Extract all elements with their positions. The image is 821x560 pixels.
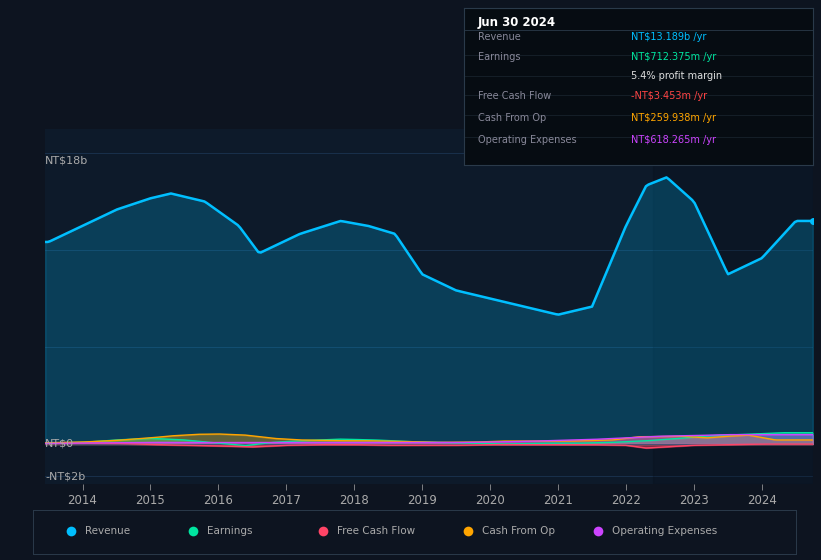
Bar — [654, 129, 813, 484]
Text: NT$259.938m /yr: NT$259.938m /yr — [631, 113, 717, 123]
Text: Free Cash Flow: Free Cash Flow — [478, 91, 551, 101]
Text: NT$18b: NT$18b — [45, 156, 89, 166]
Text: Jun 30 2024: Jun 30 2024 — [478, 16, 556, 29]
Text: Earnings: Earnings — [478, 52, 521, 62]
Text: Free Cash Flow: Free Cash Flow — [337, 526, 415, 536]
Text: NT$712.375m /yr: NT$712.375m /yr — [631, 52, 717, 62]
Text: Cash From Op: Cash From Op — [478, 113, 546, 123]
Text: Operating Expenses: Operating Expenses — [478, 135, 576, 145]
Text: NT$618.265m /yr: NT$618.265m /yr — [631, 135, 717, 145]
Text: -NT$3.453m /yr: -NT$3.453m /yr — [631, 91, 708, 101]
Text: Cash From Op: Cash From Op — [482, 526, 555, 536]
Text: NT$13.189b /yr: NT$13.189b /yr — [631, 31, 707, 41]
Text: 5.4% profit margin: 5.4% profit margin — [631, 71, 722, 81]
Text: NT$0: NT$0 — [45, 439, 74, 449]
Text: Revenue: Revenue — [478, 31, 521, 41]
Text: Earnings: Earnings — [207, 526, 252, 536]
Text: Operating Expenses: Operating Expenses — [612, 526, 717, 536]
Text: -NT$2b: -NT$2b — [45, 472, 85, 481]
Text: Revenue: Revenue — [85, 526, 130, 536]
